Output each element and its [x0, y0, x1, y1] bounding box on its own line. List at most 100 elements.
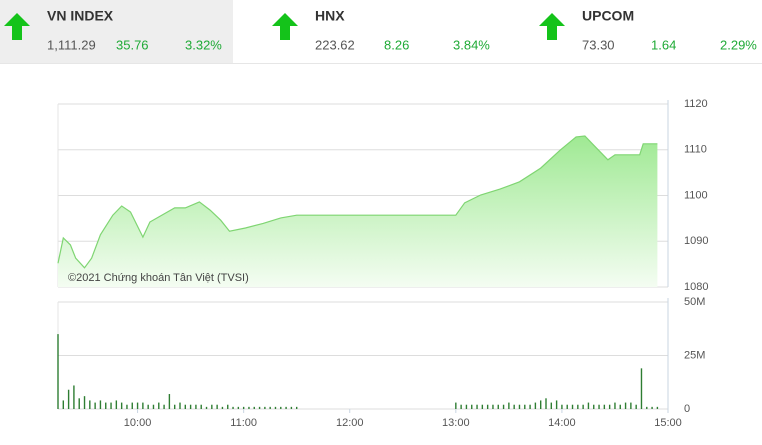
volume-bar — [640, 368, 643, 409]
volume-bar — [200, 404, 202, 409]
volume-bar — [264, 406, 266, 409]
volume-bar — [518, 404, 521, 409]
volume-bar — [105, 402, 107, 409]
volume-bar — [57, 334, 59, 409]
volume-bar — [465, 404, 468, 409]
volume-bar — [184, 404, 187, 409]
volume-bar — [78, 398, 80, 409]
index-name: HNX — [315, 8, 345, 24]
x-tick-label: 15:00 — [654, 417, 682, 429]
up-arrow — [539, 13, 565, 40]
index-change: 35.76 — [116, 37, 149, 52]
volume-bar — [189, 404, 192, 409]
y-tick-label: 1110 — [684, 144, 707, 156]
volume-bar — [73, 385, 75, 409]
index-name: VN INDEX — [47, 8, 114, 24]
volume-bar — [83, 396, 86, 409]
index-change: 8.26 — [384, 37, 409, 52]
volume-bar — [577, 404, 579, 409]
volume-bar — [593, 404, 595, 409]
volume-bar — [608, 404, 611, 409]
index-name: UPCOM — [582, 8, 634, 24]
volume-bar — [290, 406, 293, 409]
volume-bar — [555, 400, 558, 409]
volume-bar — [195, 404, 197, 409]
price-line — [57, 135, 658, 269]
volume-bar — [168, 394, 171, 409]
volume-bar — [476, 404, 478, 409]
index-tile: VN INDEX 1,111.29 35.76 3.32% — [0, 0, 233, 63]
x-tick-label: 13:00 — [442, 417, 470, 429]
volume-bar — [587, 402, 590, 409]
volume-bar — [481, 404, 484, 409]
volume-bar — [221, 406, 224, 409]
volume-bar — [598, 404, 600, 409]
volume-bar — [62, 400, 65, 409]
y-tick-label: 50M — [684, 296, 705, 308]
volume-bar — [120, 402, 123, 409]
volume-bar — [295, 406, 298, 409]
volume-bar — [524, 404, 526, 409]
index-value: 73.30 — [582, 37, 615, 52]
volume-bar — [216, 404, 218, 409]
volume-bar — [492, 404, 494, 409]
volume-bar — [242, 406, 245, 409]
volume-bar — [460, 404, 462, 409]
volume-bar — [126, 404, 128, 409]
volume-bar — [280, 406, 282, 409]
volume-bar — [142, 402, 144, 409]
volume-bar — [534, 402, 537, 409]
volume-bar — [258, 406, 261, 409]
volume-bar — [571, 404, 574, 409]
index-value: 223.62 — [315, 37, 355, 52]
volume-bar — [614, 402, 616, 409]
index-percent: 3.32% — [185, 37, 222, 52]
tile-background — [0, 0, 233, 63]
volume-bar — [253, 406, 255, 409]
volume-bar — [248, 406, 250, 409]
volume-bar — [232, 406, 234, 409]
volume-bar — [152, 404, 155, 409]
volume-bar — [179, 402, 181, 409]
volume-bar — [545, 398, 547, 409]
volume-bar — [115, 400, 118, 409]
y-tick-label: 1080 — [684, 281, 708, 293]
volume-bar — [99, 400, 102, 409]
index-percent: 2.29% — [720, 37, 757, 52]
y-tick-label: 1120 — [684, 98, 708, 110]
y-tick-label: 0 — [684, 403, 690, 415]
y-tick-label: 1100 — [684, 189, 708, 201]
volume-bar — [561, 404, 563, 409]
volume-bar — [497, 404, 499, 409]
up-arrow — [4, 13, 30, 40]
index-value: 1,111.29 — [47, 37, 96, 52]
volume-bar — [227, 404, 229, 409]
volume-bar — [566, 404, 568, 409]
volume-bar — [656, 406, 659, 409]
volume-bar — [630, 402, 632, 409]
volume-bar — [131, 402, 133, 409]
volume-bar — [94, 402, 96, 409]
volume-bar — [635, 404, 637, 409]
volume-bar — [624, 402, 627, 409]
volume-bar — [486, 404, 489, 409]
volume-bar — [550, 402, 553, 409]
volume-bar — [173, 404, 176, 409]
volume-bar — [285, 406, 287, 409]
area — [58, 136, 658, 287]
index-percent: 3.84% — [453, 37, 490, 52]
watermark: ©2021 Chứng khoán Tân Việt (TVSI) — [68, 272, 249, 284]
volume-bar — [471, 404, 473, 409]
up-arrow — [272, 13, 298, 40]
x-tick-label: 14:00 — [548, 417, 576, 429]
volume-bar — [237, 406, 240, 409]
x-tick-label: 11:00 — [230, 417, 257, 429]
index-tile: UPCOM 73.30 1.64 2.29% — [539, 8, 757, 52]
volume-bar — [110, 402, 112, 409]
volume-bar — [205, 406, 208, 409]
volume-bar — [147, 404, 149, 409]
volume-bar — [646, 406, 648, 409]
volume-bar — [529, 404, 531, 409]
index-tile: HNX 223.62 8.26 3.84% — [272, 8, 490, 52]
